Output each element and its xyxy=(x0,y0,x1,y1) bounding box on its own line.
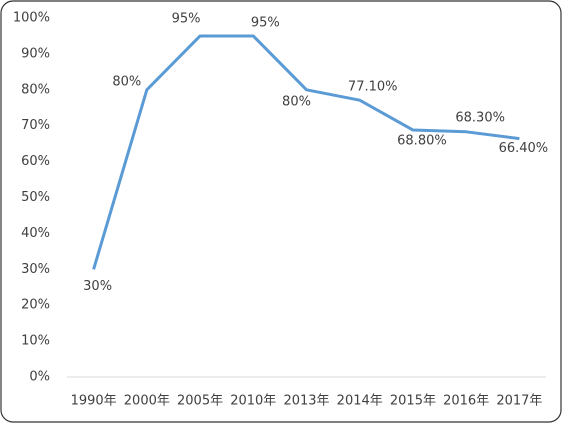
x-tick-label: 2010年 xyxy=(230,394,276,409)
x-tick-label: 1990年 xyxy=(71,394,117,409)
data-label: 66.40% xyxy=(499,141,549,156)
data-label: 95% xyxy=(251,15,280,30)
y-tick-label: 80% xyxy=(21,82,50,97)
x-tick-label: 2014年 xyxy=(337,394,383,409)
y-tick-label: 10% xyxy=(21,334,50,349)
y-tick-label: 30% xyxy=(21,262,50,277)
y-tick-label: 70% xyxy=(21,118,50,133)
data-label: 68.30% xyxy=(455,110,505,125)
data-label: 77.10% xyxy=(348,80,398,95)
data-label: 80% xyxy=(282,94,311,109)
y-tick-label: 50% xyxy=(21,190,50,205)
x-tick-label: 2017年 xyxy=(496,394,542,409)
y-tick-label: 0% xyxy=(29,370,50,385)
y-tick-label: 100% xyxy=(13,11,50,26)
data-label: 68.80% xyxy=(397,134,447,149)
line-series xyxy=(92,34,520,270)
x-tick-label: 2013年 xyxy=(283,394,329,409)
y-tick-label: 60% xyxy=(21,154,50,169)
x-tick-label: 2015年 xyxy=(390,394,436,409)
data-label: 95% xyxy=(172,11,201,26)
y-tick-label: 90% xyxy=(21,46,50,61)
x-tick-label: 2000年 xyxy=(124,394,170,409)
y-tick-label: 20% xyxy=(21,298,50,313)
x-tick-label: 2016年 xyxy=(443,394,489,409)
data-label: 30% xyxy=(83,279,112,294)
data-label: 80% xyxy=(112,74,141,89)
y-tick-label: 40% xyxy=(21,226,50,241)
x-tick-label: 2005年 xyxy=(177,394,223,409)
